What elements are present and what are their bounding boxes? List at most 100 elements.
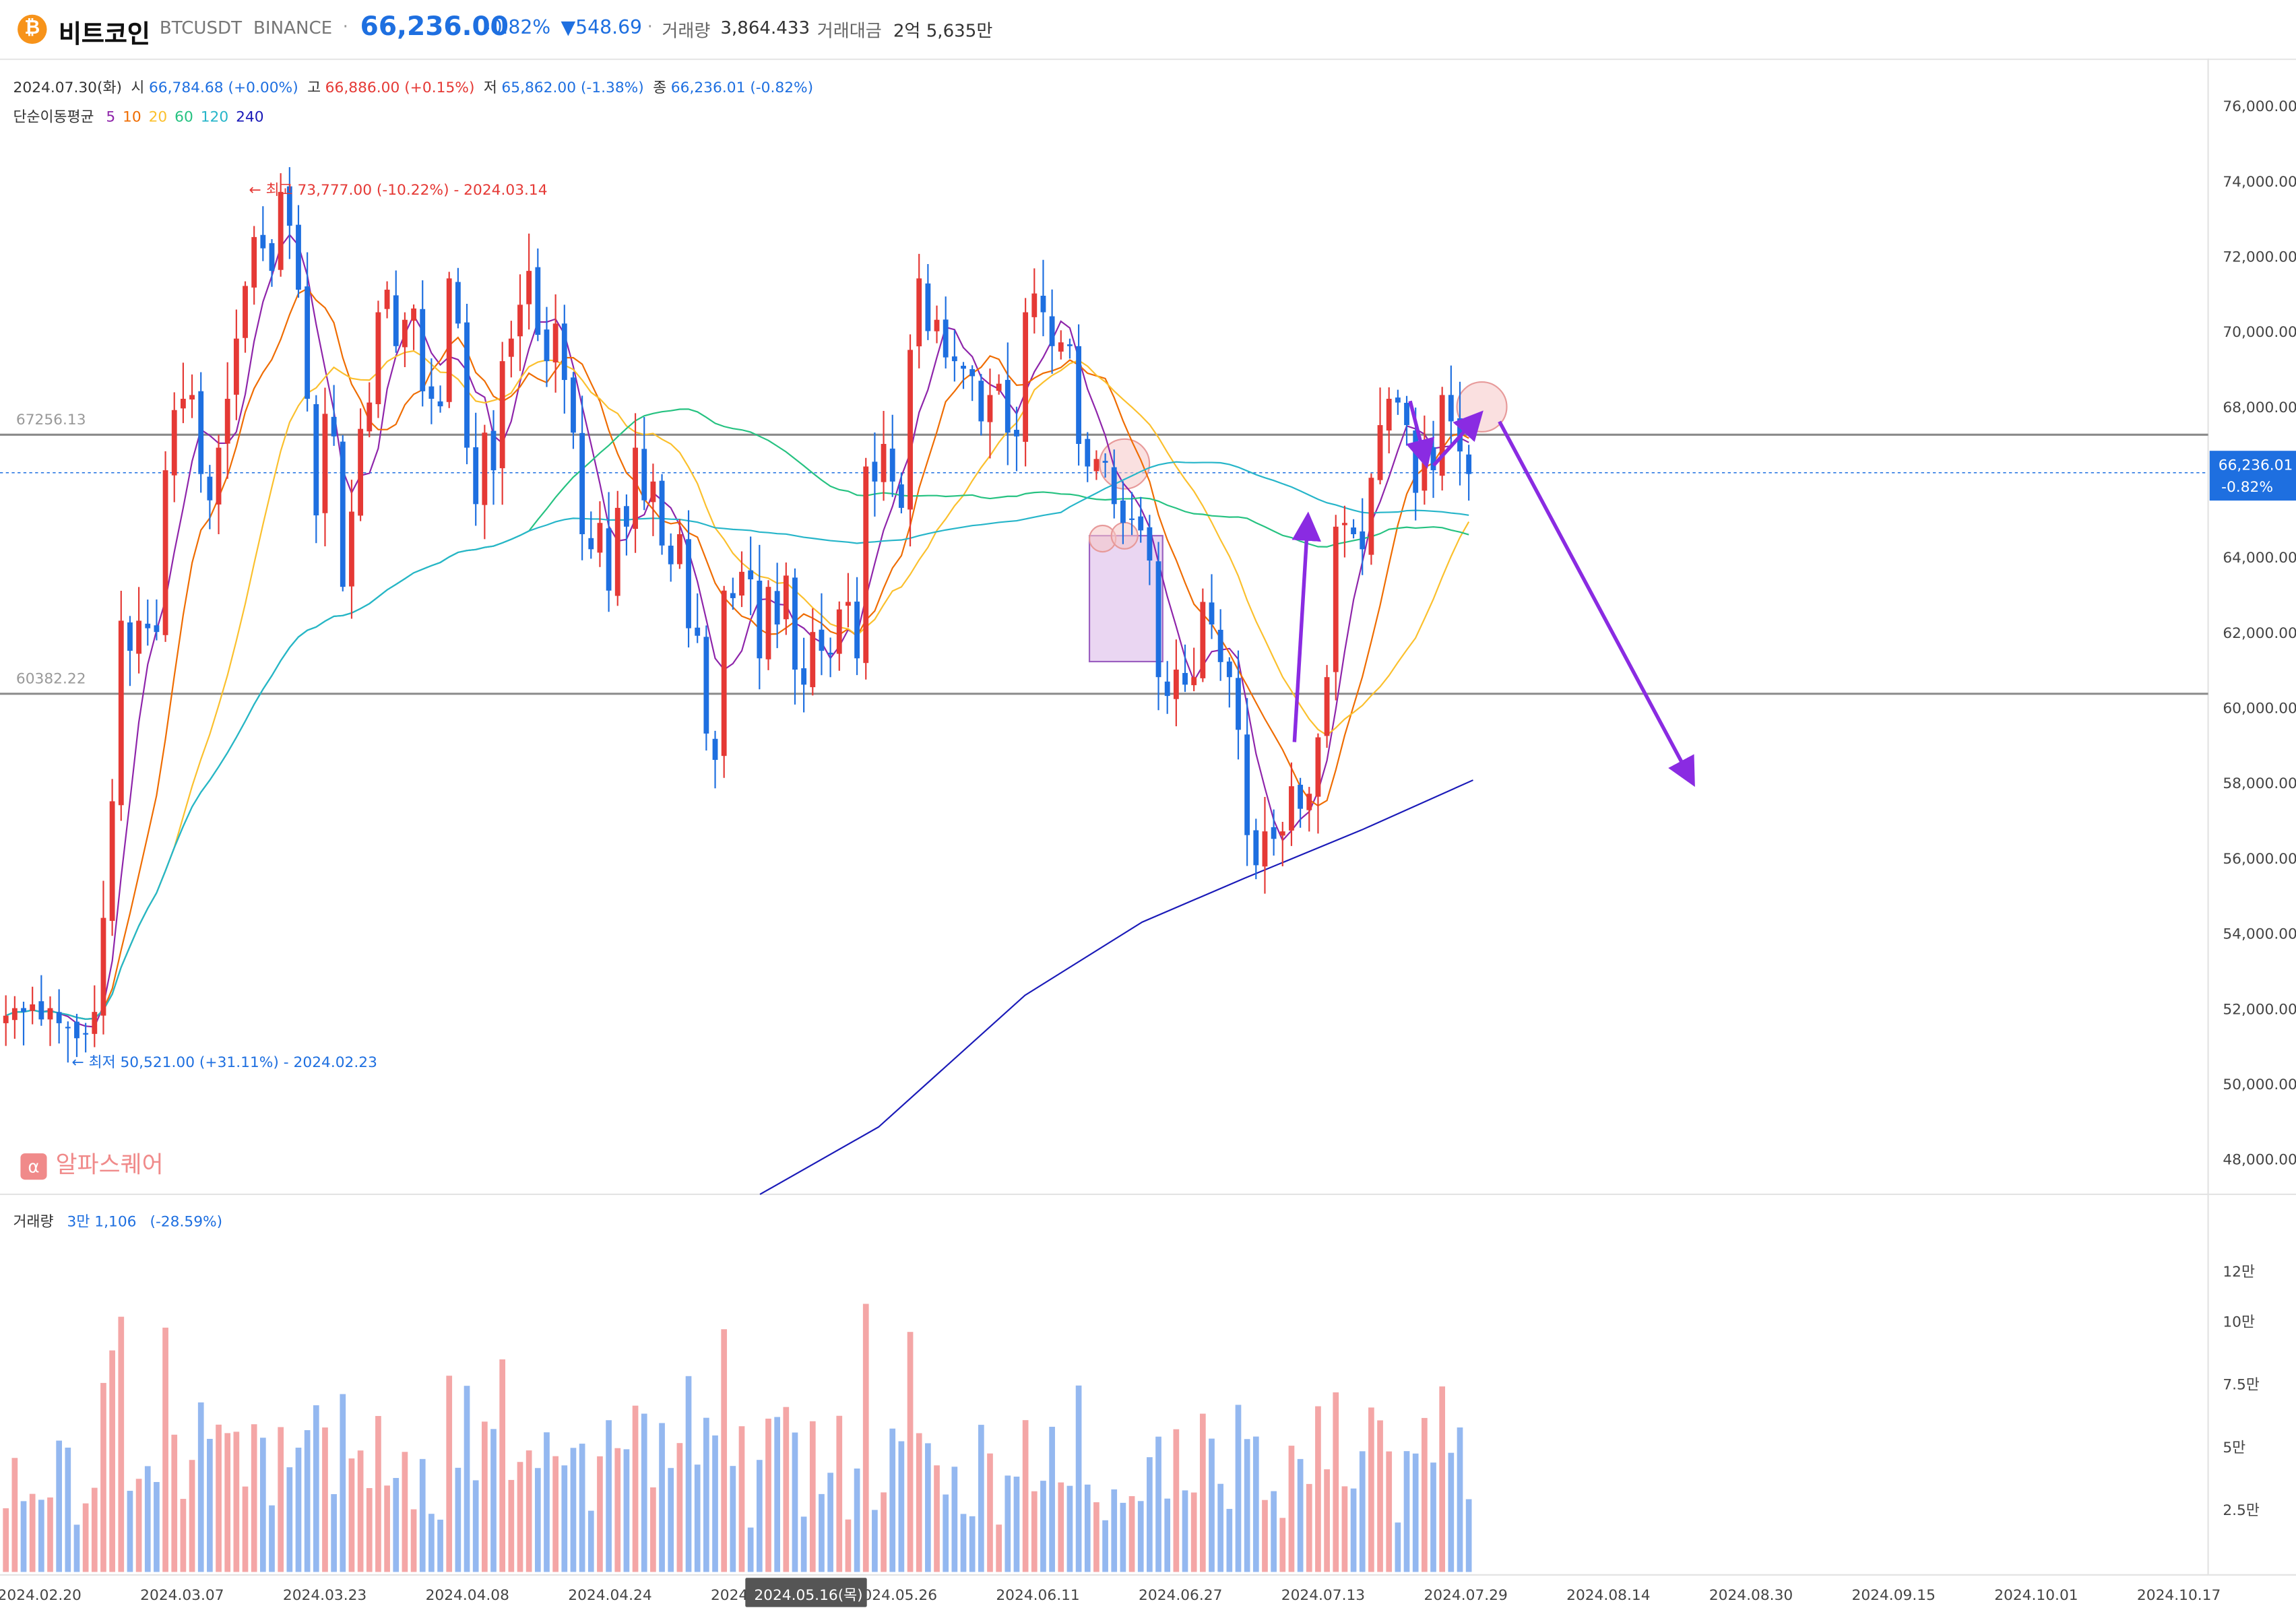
high-annotation: ← 최고 73,777.00 (-10.22%) - 2024.03.14 <box>249 182 547 199</box>
candle-body <box>1200 602 1206 678</box>
candle-body <box>1120 501 1126 523</box>
candle-body <box>3 1015 9 1023</box>
volume-bar <box>331 1493 337 1572</box>
volume-bar <box>402 1452 408 1572</box>
ma-10-line <box>5 288 1469 1020</box>
volume-bar <box>1412 1453 1419 1572</box>
change-percent: -0.82% <box>483 18 551 40</box>
candle-body <box>375 312 381 404</box>
volume-bar <box>836 1415 843 1572</box>
candle-body <box>836 609 842 654</box>
candle-body <box>464 322 470 448</box>
candle-body <box>1191 677 1197 686</box>
candle-body <box>810 632 816 688</box>
volume-bar <box>1297 1458 1304 1572</box>
candle-body <box>198 391 204 474</box>
volume-bar <box>65 1447 71 1572</box>
candle-body <box>579 432 585 535</box>
candle-body <box>695 627 701 636</box>
date-tick-label: 2024.07.13 <box>1281 1587 1365 1604</box>
current-price-tag-value: 66,236.01 <box>2219 457 2293 474</box>
volume-bar <box>1164 1498 1171 1572</box>
volume-bar <box>1226 1508 1233 1572</box>
candle-body <box>171 410 177 476</box>
watermark: α 알파스퀘어 <box>20 1145 164 1180</box>
volume-bar <box>1395 1522 1401 1572</box>
candle-body <box>65 1027 71 1029</box>
candle-body <box>765 587 771 659</box>
trend-arrow-down-projection[interactable] <box>1498 420 1695 787</box>
candle-body <box>730 593 736 598</box>
chart-header: ₿ 비트코인 BTCUSDT BINANCE · 66,236.00 -0.82… <box>0 0 2296 61</box>
volume-bar <box>1013 1476 1020 1572</box>
date-tick-label: 2024.02.20 <box>0 1587 82 1604</box>
highlight-circle[interactable] <box>1110 521 1139 550</box>
candle-body <box>162 470 168 635</box>
volume-bar <box>934 1465 940 1572</box>
volume-bar <box>3 1508 9 1572</box>
candle-body <box>1298 784 1304 809</box>
candle-body <box>872 461 878 482</box>
candle-body <box>358 428 364 516</box>
date-tick-label: 2024.10.01 <box>1994 1587 2078 1604</box>
asset-name[interactable]: 비트코인 <box>58 20 150 50</box>
volume-bar <box>419 1458 426 1572</box>
price-tick-label: 48,000.00 <box>2223 1152 2296 1169</box>
volume-bar <box>1173 1429 1180 1572</box>
date-tick-label: 2024.06.11 <box>996 1587 1079 1604</box>
volume-bar <box>322 1427 328 1572</box>
candle-body <box>11 1008 18 1021</box>
candle-body <box>428 386 435 399</box>
ma-60-label: 60 <box>174 109 193 126</box>
volume-bar <box>295 1448 302 1572</box>
trend-arrow-down-short[interactable] <box>1405 400 1435 469</box>
ohlc-date: 2024.07.30(화) <box>13 80 122 97</box>
change-amount: ▼548.69 <box>561 18 643 40</box>
volume-tick-label: 2.5만 <box>2223 1502 2260 1519</box>
candle-body <box>1236 678 1241 730</box>
volume-legend-pct: (-28.59%) <box>150 1215 223 1231</box>
candle-body <box>1289 786 1294 831</box>
candle-body <box>278 191 284 270</box>
volume-bar <box>366 1487 373 1572</box>
candle-body <box>38 1001 44 1020</box>
crosshair-date-tag <box>745 1578 867 1607</box>
volume-bar <box>171 1434 178 1572</box>
candle-body <box>721 590 727 756</box>
candle-body <box>739 571 744 596</box>
volume-bar <box>1386 1451 1393 1572</box>
volume-bar <box>1084 1484 1091 1572</box>
candle-body <box>1386 398 1392 431</box>
volume-tick-label: 10만 <box>2223 1314 2255 1330</box>
candle-body <box>473 447 479 505</box>
candle-body <box>1085 439 1091 467</box>
volume-bar <box>109 1350 115 1572</box>
volume-bar <box>216 1424 222 1572</box>
volume-bar <box>118 1316 125 1572</box>
trend-arrow-up-short[interactable] <box>1432 410 1484 467</box>
candle-body <box>819 629 825 651</box>
volume-bar <box>1075 1385 1082 1572</box>
candle-body <box>47 1008 53 1020</box>
volume-bar <box>1147 1457 1153 1572</box>
volume-bar <box>951 1467 958 1572</box>
volume-bar <box>774 1417 780 1572</box>
candle-body <box>331 416 337 437</box>
volume-bar <box>100 1382 106 1572</box>
volume-bar <box>127 1491 133 1572</box>
volume-bar <box>889 1428 896 1572</box>
candle-body <box>322 414 328 513</box>
amount-value: 2억 5,635만 <box>893 20 993 41</box>
candle-body <box>561 323 567 381</box>
volume-bar <box>676 1443 683 1572</box>
volume-bar <box>1040 1481 1046 1572</box>
volume-bar <box>1058 1482 1064 1572</box>
volume-bar <box>1333 1392 1339 1572</box>
candle-body <box>951 356 957 362</box>
ma-legend[interactable]: 단순이동평균 5 10 20 60 120 240 <box>13 104 272 126</box>
candle-body <box>1244 734 1250 835</box>
candle-body <box>109 801 115 922</box>
volume-bar <box>1235 1405 1242 1572</box>
trend-arrow-up[interactable] <box>1292 511 1321 742</box>
